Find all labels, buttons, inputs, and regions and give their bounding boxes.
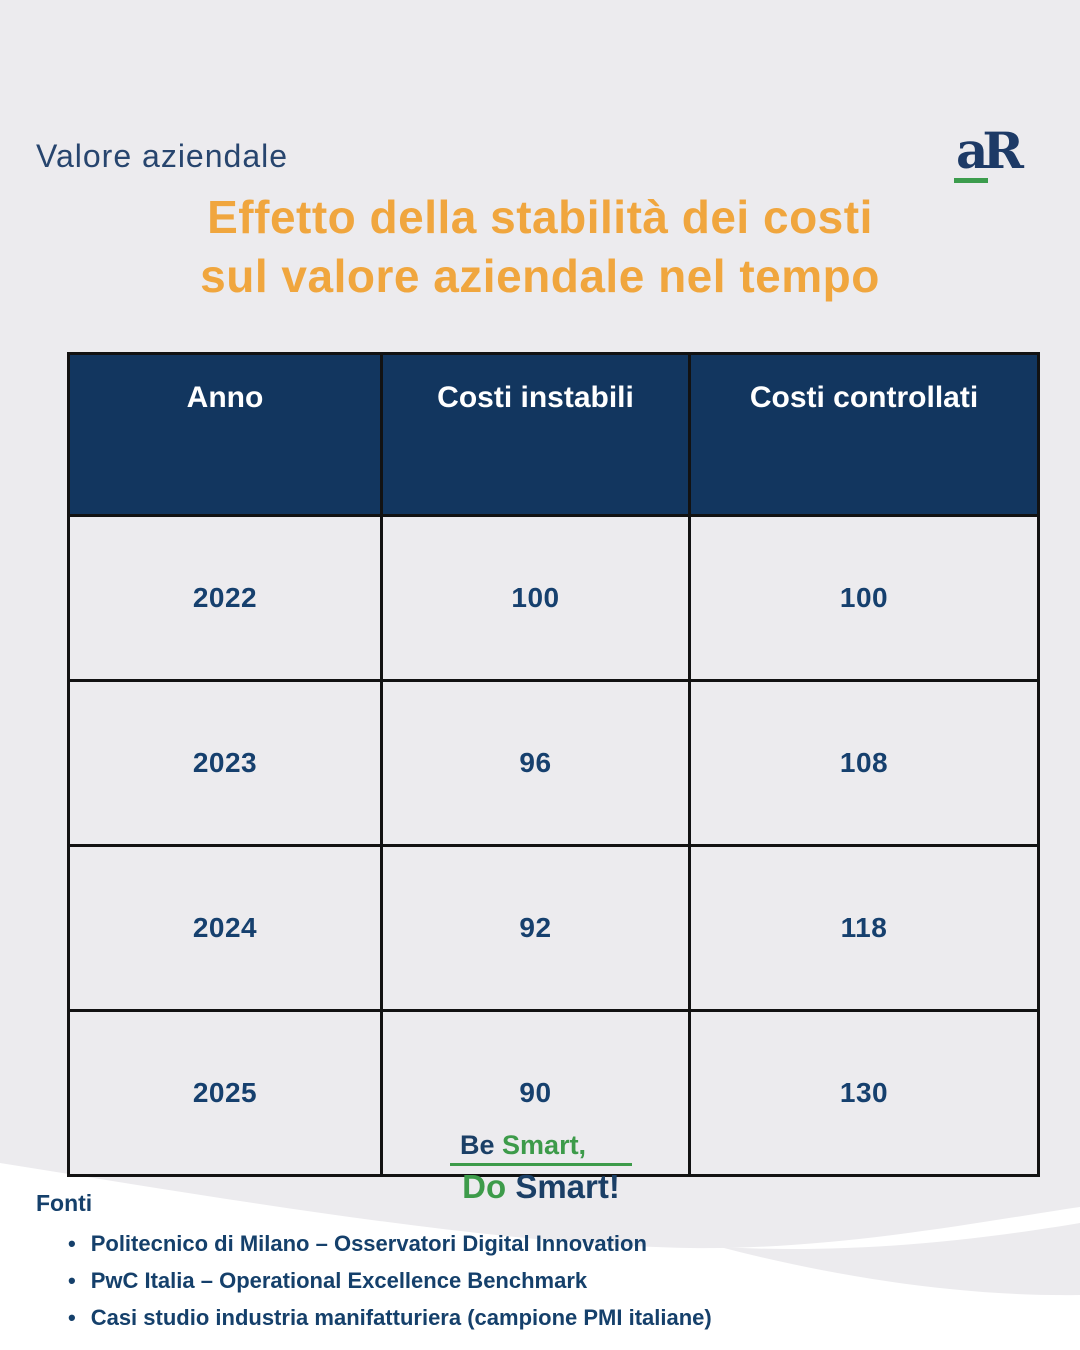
column-header-anno: Anno [67, 352, 383, 517]
brand-logo: aR [952, 121, 1024, 183]
source-item: • Casi studio industria manifatturiera (… [68, 1305, 712, 1331]
cell-unstable: 96 [380, 679, 691, 847]
cell-unstable: 92 [380, 844, 691, 1012]
cell-controlled: 108 [688, 679, 1040, 847]
smart-logo-divider [450, 1163, 632, 1166]
smart-logo-smart1: Smart, [502, 1130, 587, 1160]
cell-year: 2023 [67, 679, 383, 847]
table-row: 2025 90 130 [67, 1009, 1040, 1177]
page-title: Effetto della stabilità dei costi sul va… [0, 188, 1080, 306]
smart-logo-smart2: Smart! [515, 1168, 620, 1205]
bullet-icon: • [68, 1231, 76, 1256]
source-item: • Politecnico di Milano – Osservatori Di… [68, 1231, 712, 1257]
page-eyebrow: Valore aziendale [36, 138, 289, 174]
cell-year: 2025 [67, 1009, 383, 1177]
bullet-icon: • [68, 1268, 76, 1293]
brand-logo-underline [954, 178, 988, 183]
cell-controlled: 100 [688, 514, 1040, 682]
page-title-line2: sul valore aziendale nel tempo [200, 250, 880, 302]
cell-year: 2022 [67, 514, 383, 682]
footer-wave-decoration [0, 1163, 1080, 1350]
source-item: • PwC Italia – Operational Excellence Be… [68, 1268, 712, 1294]
sources-section: Fonti • Politecnico di Milano – Osservat… [36, 1190, 712, 1342]
cell-controlled: 130 [688, 1009, 1040, 1177]
smart-logo-line1: Be Smart, [460, 1130, 586, 1160]
source-item-text: PwC Italia – Operational Excellence Benc… [90, 1268, 588, 1293]
column-header-costi-instabili: Costi instabili [380, 352, 691, 517]
smart-logo-line2: Do Smart! [462, 1169, 620, 1205]
be-smart-do-smart-logo: Be Smart, Do Smart! [450, 1130, 632, 1205]
table-row: 2022 100 100 [67, 514, 1040, 682]
smart-logo-be: Be [460, 1130, 495, 1160]
brand-logo-text: aR [956, 121, 1024, 180]
sources-heading: Fonti [36, 1190, 93, 1216]
cell-controlled: 118 [688, 844, 1040, 1012]
table-row: 2023 96 108 [67, 679, 1040, 847]
table-header-row: Anno Costi instabili Costi controllati [67, 352, 1040, 517]
cost-stability-table: Anno Costi instabili Costi controllati 2… [67, 352, 1040, 1177]
bullet-icon: • [68, 1305, 76, 1330]
sources-list: • Politecnico di Milano – Osservatori Di… [36, 1231, 712, 1331]
cell-unstable: 90 [380, 1009, 691, 1177]
source-item-text: Casi studio industria manifatturiera (ca… [90, 1305, 712, 1330]
table-row: 2024 92 118 [67, 844, 1040, 1012]
cell-unstable: 100 [380, 514, 691, 682]
cell-year: 2024 [67, 844, 383, 1012]
source-item-text: Politecnico di Milano – Osservatori Digi… [90, 1231, 647, 1256]
column-header-costi-controllati: Costi controllati [688, 352, 1040, 517]
page-title-line1: Effetto della stabilità dei costi [207, 191, 873, 243]
smart-logo-do: Do [462, 1168, 507, 1205]
